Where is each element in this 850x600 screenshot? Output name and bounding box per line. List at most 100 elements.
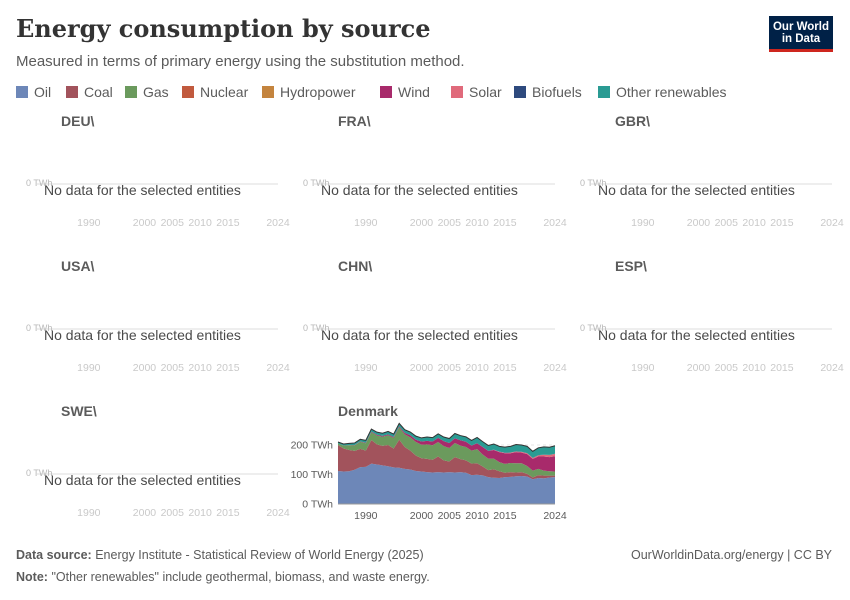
x-tick-label: 2000 <box>410 362 434 374</box>
legend-item-wind[interactable]: Wind <box>380 84 430 100</box>
legend-item-nuclear[interactable]: Nuclear <box>182 84 248 100</box>
y-tick-label: 0 TWh <box>26 468 52 478</box>
chart-subtitle: Measured in terms of primary energy usin… <box>16 53 465 70</box>
legend-label: Gas <box>143 84 169 100</box>
legend-swatch <box>451 86 463 98</box>
credit-link[interactable]: OurWorldinData.org/energy | CC BY <box>630 548 832 562</box>
facet-title: SWE\ <box>61 403 97 419</box>
x-tick-label: 2015 <box>493 217 517 229</box>
y-tick-label: 0 TWh <box>303 178 329 188</box>
no-data-message: No data for the selected entities <box>321 327 518 343</box>
x-tick-label: 2010 <box>465 510 489 522</box>
x-tick-label: 2015 <box>216 217 240 229</box>
x-tick-label: 2005 <box>715 217 739 229</box>
legend-item-gas[interactable]: Gas <box>125 84 169 100</box>
area-wind <box>338 426 555 472</box>
x-tick-label: 2005 <box>715 362 739 374</box>
facet-title: Denmark <box>338 403 398 419</box>
no-data-message: No data for the selected entities <box>321 182 518 198</box>
legend-label: Biofuels <box>532 84 582 100</box>
facet-title: USA\ <box>61 258 95 274</box>
data-source-label: Data source: <box>16 548 92 562</box>
x-tick-label: 2005 <box>161 217 185 229</box>
owid-logo[interactable]: Our World in Data <box>769 16 833 52</box>
x-tick-label: 2005 <box>438 510 462 522</box>
x-tick-label: 1990 <box>77 217 101 229</box>
logo-line-2: in Data <box>781 33 821 45</box>
no-data-message: No data for the selected entities <box>44 472 241 488</box>
x-tick-label: 1990 <box>77 362 101 374</box>
x-tick-label: 2005 <box>438 217 462 229</box>
x-tick-label: 2005 <box>161 507 185 519</box>
x-tick-label: 2015 <box>216 507 240 519</box>
y-tick-label: 0 TWh <box>580 178 606 188</box>
x-tick-label: 2024 <box>543 510 567 522</box>
facet-title: FRA\ <box>338 113 371 129</box>
chart-title: Energy consumption by source <box>16 14 431 43</box>
legend-label: Coal <box>84 84 113 100</box>
legend-label: Solar <box>469 84 502 100</box>
x-tick-label: 2024 <box>266 507 290 519</box>
legend-item-coal[interactable]: Coal <box>66 84 113 100</box>
x-tick-label: 2010 <box>742 217 766 229</box>
legend-label: Nuclear <box>200 84 249 100</box>
legend-item-oil[interactable]: Oil <box>16 84 51 100</box>
no-data-message: No data for the selected entities <box>598 327 795 343</box>
legend-swatch <box>16 86 28 98</box>
legend-swatch <box>262 86 274 98</box>
area-gas <box>338 427 555 478</box>
x-tick-label: 2010 <box>742 362 766 374</box>
x-tick-label: 1990 <box>631 217 655 229</box>
x-tick-label: 2024 <box>543 217 567 229</box>
x-tick-label: 2024 <box>820 362 844 374</box>
x-tick-label: 2015 <box>493 362 517 374</box>
facet-title: DEU\ <box>61 113 95 129</box>
x-tick-label: 2000 <box>687 362 711 374</box>
y-tick-label: 0 TWh <box>26 323 52 333</box>
y-tick-label: 100 TWh <box>291 469 334 481</box>
legend-item-hydropower[interactable]: Hydropower <box>262 84 355 100</box>
x-tick-label: 2000 <box>133 217 157 229</box>
legend-swatch <box>66 86 78 98</box>
legend-label: Other renewables <box>616 84 727 100</box>
legend-label: Wind <box>398 84 430 100</box>
y-tick-label: 0 TWh <box>303 323 329 333</box>
area-oil <box>338 463 555 504</box>
data-source: Data source: Energy Institute - Statisti… <box>16 548 424 562</box>
legend-item-other-renewables[interactable]: Other renewables <box>598 84 727 100</box>
area-coal <box>338 439 555 480</box>
x-tick-label: 2024 <box>543 362 567 374</box>
x-tick-label: 1990 <box>77 507 101 519</box>
legend-item-solar[interactable]: Solar <box>451 84 502 100</box>
no-data-message: No data for the selected entities <box>44 182 241 198</box>
chart-note: Note: "Other renewables" include geother… <box>16 570 430 584</box>
y-tick-label: 0 TWh <box>26 178 52 188</box>
note-text: "Other renewables" include geothermal, b… <box>51 570 430 584</box>
x-tick-label: 1990 <box>631 362 655 374</box>
x-tick-label: 2024 <box>266 217 290 229</box>
legend-swatch <box>598 86 610 98</box>
legend-item-biofuels[interactable]: Biofuels <box>514 84 582 100</box>
legend-swatch <box>514 86 526 98</box>
x-tick-label: 2000 <box>410 510 434 522</box>
x-tick-label: 2000 <box>133 362 157 374</box>
x-tick-label: 2015 <box>216 362 240 374</box>
y-tick-label: 0 TWh <box>580 323 606 333</box>
x-tick-label: 1990 <box>354 362 378 374</box>
x-tick-label: 2024 <box>266 362 290 374</box>
legend-swatch <box>182 86 194 98</box>
x-tick-label: 2015 <box>770 217 794 229</box>
y-tick-label: 200 TWh <box>291 440 334 452</box>
x-tick-label: 2000 <box>410 217 434 229</box>
facet-title: ESP\ <box>615 258 647 274</box>
x-tick-label: 2010 <box>188 217 212 229</box>
data-source-text[interactable]: Energy Institute - Statistical Review of… <box>95 548 424 562</box>
legend-label: Oil <box>34 84 52 100</box>
x-tick-label: 2005 <box>438 362 462 374</box>
x-tick-label: 2015 <box>493 510 517 522</box>
x-tick-label: 2005 <box>161 362 185 374</box>
facet-title: CHN\ <box>338 258 372 274</box>
x-tick-label: 2015 <box>770 362 794 374</box>
area-other-renewables <box>338 423 555 458</box>
